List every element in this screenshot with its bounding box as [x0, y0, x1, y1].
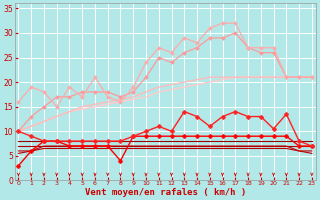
X-axis label: Vent moyen/en rafales ( km/h ): Vent moyen/en rafales ( km/h ) — [84, 188, 246, 197]
